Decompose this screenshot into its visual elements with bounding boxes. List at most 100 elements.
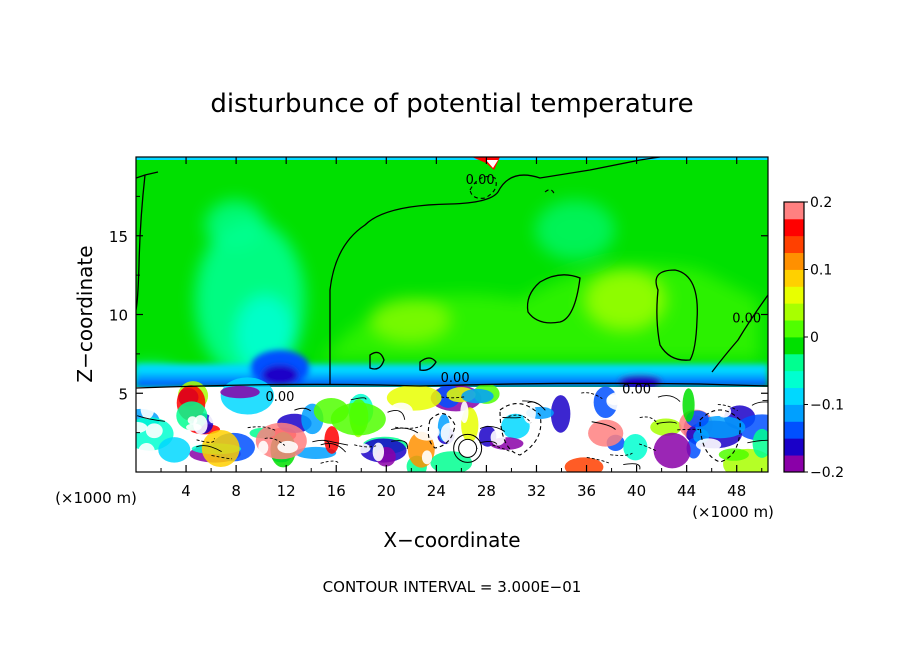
upper-boundary-strip bbox=[136, 157, 768, 160]
colorbar-swatch bbox=[784, 202, 804, 220]
cold-anomaly-core bbox=[262, 365, 298, 385]
turbulence-cell bbox=[564, 457, 604, 472]
turbulence-gap bbox=[258, 440, 269, 455]
warm-patch-center bbox=[370, 298, 450, 342]
turbulence-contour bbox=[323, 439, 349, 446]
dashed-contour-1 bbox=[469, 175, 497, 199]
turbulence-contour bbox=[350, 397, 367, 401]
turbulence-cell bbox=[220, 385, 260, 399]
turbulence-cell bbox=[158, 437, 191, 463]
field-anomalies bbox=[136, 200, 760, 395]
colorbar-swatch bbox=[784, 404, 804, 422]
turbulence-contour bbox=[591, 421, 616, 430]
warm-patch-right bbox=[585, 270, 665, 330]
turbulence-gap bbox=[606, 391, 634, 411]
contour-edge-right bbox=[711, 294, 768, 373]
contour-right-column bbox=[655, 269, 698, 361]
turbulence-contour bbox=[391, 440, 408, 450]
cold-patch-right bbox=[618, 374, 662, 390]
turbulence-gap bbox=[138, 442, 155, 461]
turbulence-cell bbox=[682, 388, 695, 422]
turbulence-gap bbox=[717, 405, 732, 418]
colorbar-swatch bbox=[784, 218, 804, 237]
dashed-contour-4 bbox=[499, 403, 542, 456]
turbulence-contour bbox=[677, 428, 700, 431]
dashed-contour-5 bbox=[427, 413, 456, 449]
cold-band-deep bbox=[136, 381, 768, 387]
colorbar-tick-label: 0 bbox=[810, 330, 819, 346]
colorbar-swatch bbox=[784, 387, 804, 405]
turbulence-gap bbox=[562, 440, 571, 451]
turbulence-contour bbox=[502, 416, 521, 419]
colorbar-swatch bbox=[784, 320, 804, 338]
x-axis-label: X−coordinate bbox=[383, 528, 520, 552]
turbulence-cell bbox=[718, 448, 749, 461]
colorbar-swatch bbox=[784, 353, 804, 372]
turbulence-gap bbox=[208, 413, 218, 424]
cold-band bbox=[136, 350, 768, 390]
turbulence-gap bbox=[421, 450, 433, 465]
turbulence-gap bbox=[353, 443, 371, 454]
x-unit-left: (×1000 m) bbox=[55, 489, 137, 507]
turbulence-contour bbox=[639, 416, 659, 426]
turbulence-gap bbox=[145, 423, 163, 439]
colorbar-tick-label: 0.1 bbox=[810, 263, 832, 279]
colorbar-swatch bbox=[784, 455, 804, 473]
turbulence-cell bbox=[550, 395, 571, 433]
contour-base bbox=[136, 382, 768, 389]
turbulence-contour bbox=[508, 414, 532, 424]
dashed-contour-3 bbox=[699, 409, 741, 463]
turbulence-contour bbox=[747, 439, 768, 444]
chart-title: disturbunce of potential temperature bbox=[210, 89, 693, 119]
x-tick-label: 28 bbox=[477, 482, 496, 500]
x-axis: 4 8 12 16 20 24 28 32 36 40 44 48 bbox=[160, 157, 763, 500]
contour-label: 0.00 bbox=[441, 371, 470, 386]
turbulence-gap bbox=[277, 440, 299, 454]
turbulence-contour bbox=[492, 444, 511, 453]
turbulence-gap bbox=[662, 398, 673, 405]
turbulence-contour bbox=[137, 415, 165, 422]
turbulence-cell bbox=[623, 434, 648, 461]
turbulence-contour bbox=[320, 443, 346, 453]
turbulence-gap bbox=[413, 423, 440, 441]
turbulence-contour bbox=[387, 410, 406, 420]
x-tick-label: 32 bbox=[527, 482, 546, 500]
turbulence-gap bbox=[695, 438, 722, 452]
zero-contours bbox=[136, 157, 768, 389]
contour-label: 0.00 bbox=[466, 173, 495, 188]
turbulence-contour bbox=[657, 395, 681, 402]
cold-band-inner bbox=[136, 374, 768, 384]
contour-label: 0.00 bbox=[622, 382, 651, 397]
colorbar-swatch bbox=[784, 438, 804, 456]
turbulence-contour bbox=[751, 401, 768, 406]
turbulence-contour bbox=[479, 425, 506, 432]
turbulence-contour bbox=[354, 444, 377, 448]
turbulence-cell bbox=[313, 397, 349, 424]
turbulence-cell bbox=[653, 432, 691, 469]
colorbar-swatch bbox=[784, 235, 804, 254]
turbulence-cell bbox=[588, 419, 624, 447]
y-axis-label: Z−coordinate bbox=[73, 245, 97, 382]
turbulence-contour bbox=[586, 456, 609, 464]
turbulence-contour bbox=[762, 399, 768, 402]
turbulence-contour bbox=[581, 392, 603, 400]
turbulence-gap bbox=[372, 442, 385, 462]
vortex-core bbox=[458, 438, 478, 458]
turbulence-contour bbox=[479, 441, 498, 445]
contour-main bbox=[329, 157, 661, 385]
y-tick-label: 10 bbox=[109, 307, 128, 325]
turbulence-contour bbox=[610, 452, 633, 456]
turbulence-gap bbox=[223, 413, 235, 425]
turbulence-contour bbox=[656, 421, 677, 425]
contour-label: 0.00 bbox=[732, 311, 761, 326]
colorbar-swatch bbox=[784, 303, 804, 321]
turbulence-contour bbox=[247, 426, 276, 431]
colorbar-swatch bbox=[784, 269, 804, 287]
turbulence-contour bbox=[638, 443, 658, 452]
turbulence-contour bbox=[395, 425, 423, 429]
vortex-ring bbox=[453, 433, 483, 463]
upper-boundary bbox=[136, 157, 768, 170]
x-tick-label: 24 bbox=[427, 482, 446, 500]
turbulence-cell bbox=[201, 429, 240, 467]
turbulence-contour bbox=[717, 404, 738, 411]
